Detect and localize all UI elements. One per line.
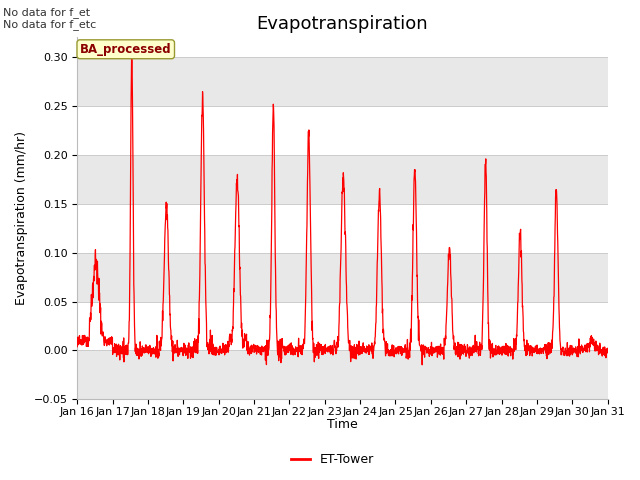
- Text: BA_processed: BA_processed: [80, 43, 172, 56]
- Text: No data for f_etc: No data for f_etc: [3, 19, 97, 30]
- Y-axis label: Evapotranspiration (mm/hr): Evapotranspiration (mm/hr): [15, 132, 28, 305]
- Bar: [77, 252, 607, 301]
- X-axis label: Time: Time: [327, 419, 358, 432]
- Legend: ET-Tower: ET-Tower: [286, 448, 380, 471]
- Bar: [77, 155, 607, 204]
- Title: Evapotranspiration: Evapotranspiration: [257, 15, 428, 33]
- Bar: [77, 57, 607, 106]
- Text: No data for f_et: No data for f_et: [3, 7, 90, 18]
- Bar: [77, 350, 607, 399]
